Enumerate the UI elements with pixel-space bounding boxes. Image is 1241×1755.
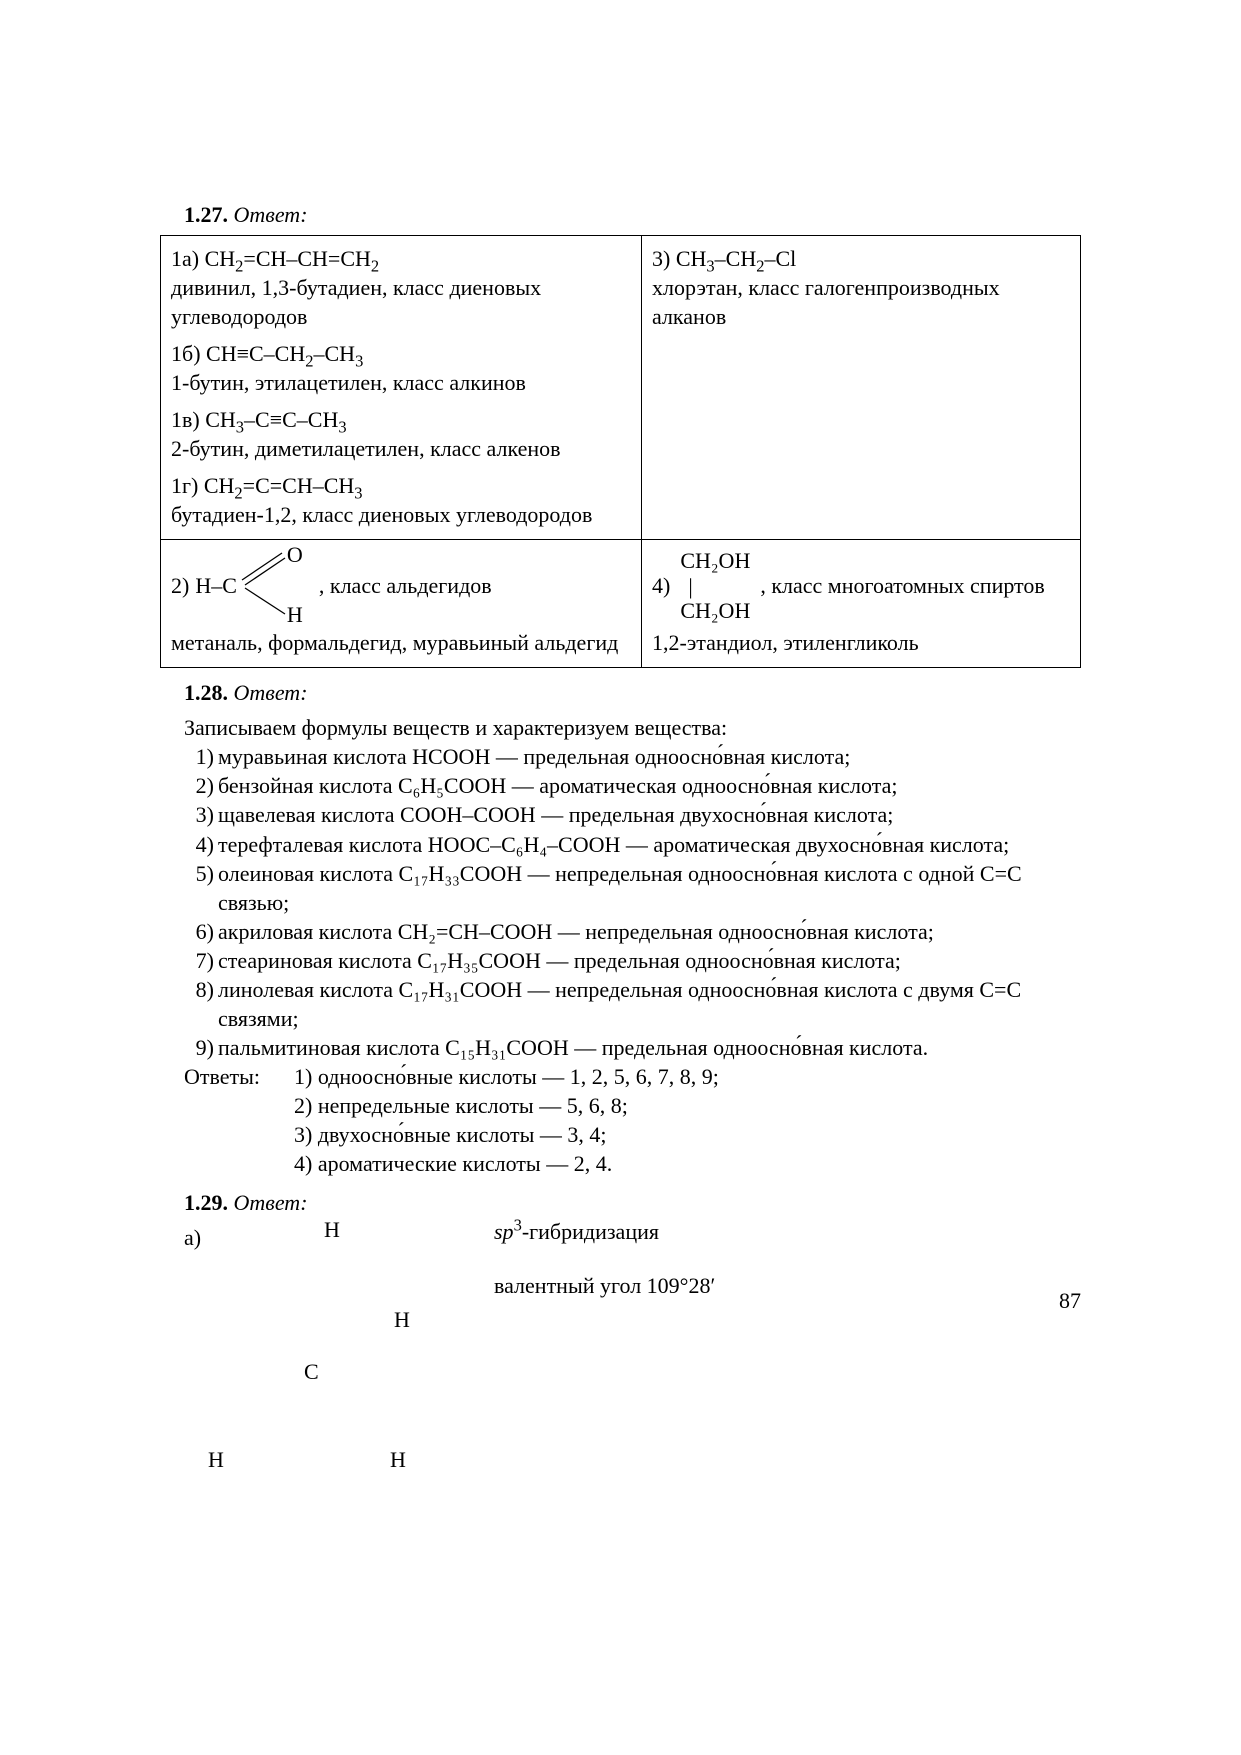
list-item: 2)бензойная кислота C₆H₅COOH — ароматиче… — [184, 771, 1081, 800]
note-sp3: sp3-гибридизация — [494, 1217, 659, 1246]
entry-1c: 1в) CH3–C≡C–CH3 2-бутин, диметилацетилен… — [171, 405, 631, 463]
diol-top: CH₂OH — [680, 546, 750, 575]
aldehyde-icon: O H — [239, 548, 319, 622]
list-item: 4)терефталевая кислота HOOC–C₆H₄–COOH — … — [184, 830, 1081, 859]
desc-1b: 1-бутин, этилацетилен, класс алкинов — [171, 368, 631, 397]
heading-answer-word: Ответ: — [234, 680, 308, 705]
label-1b: 1б) — [171, 341, 201, 366]
list-item: 3)щавелевая кислота COOH–COOH — предельн… — [184, 800, 1081, 829]
list-item: 7)стеариновая кислота C₁₇H₃₅COOH — преде… — [184, 946, 1081, 975]
list-item: 1)муравьиная кислота HCOOH — предельная … — [184, 742, 1081, 771]
desc-1c: 2-бутин, диметилацетилен, класс алкенов — [171, 434, 631, 463]
diagram-129: а) H H C H H sp3-гибридизация валентный … — [184, 1223, 944, 1473]
answers-row: 4) ароматические кислоты — 2, 4. — [184, 1149, 1081, 1178]
list-128: 1)муравьиная кислота HCOOH — предельная … — [184, 742, 1081, 1061]
heading-num: 1.29. — [184, 1190, 228, 1215]
table-127: 1а) CH2=CH–CH=CH2 дивинил, 1,3-бутадиен,… — [160, 235, 1081, 668]
entry-2: 2) H–C O H , класс альдегидов — [171, 548, 631, 657]
diol-bot: CH₂OH — [680, 596, 750, 625]
intro-128: Записываем формулы веществ и характеризу… — [184, 713, 1081, 742]
label-4: 4) — [652, 571, 670, 600]
answers-row: 3) двухосно́вные кислоты — 3, 4; — [184, 1120, 1081, 1149]
answers-128: Ответы: 1) одноосно́вные кислоты — 1, 2,… — [184, 1062, 1081, 1178]
answers-row: 2) непредельные кислоты — 5, 6, 8; — [184, 1091, 1081, 1120]
heading-127: 1.27. Ответ: — [184, 200, 1081, 229]
formula-1d: CH2=C=CH–CH3 — [204, 473, 363, 498]
desc-2: метаналь, формальдегид, муравьиный альде… — [171, 628, 631, 657]
label-1d: 1г) — [171, 473, 198, 498]
note-angle: валентный угол 109°28′ — [494, 1271, 715, 1300]
H-left: H — [208, 1445, 224, 1474]
H-top: H — [324, 1215, 340, 1244]
heading-answer-word: Ответ: — [234, 1190, 308, 1215]
aldehyde-O: O — [287, 540, 303, 569]
cell-3: 3) CH3–CH2–Cl хлорэтан, класс галогенпро… — [642, 236, 1081, 540]
desc-1a: дивинил, 1,3-бутадиен, класс диеновых уг… — [171, 273, 631, 331]
label-1a: 1а) — [171, 246, 199, 271]
heading-num: 1.27. — [184, 202, 228, 227]
answers-lead: Ответы: — [184, 1062, 294, 1091]
heading-128: 1.28. Ответ: — [184, 678, 1081, 707]
heading-129: 1.29. Ответ: — [184, 1188, 1081, 1217]
answers-row: Ответы: 1) одноосно́вные кислоты — 1, 2,… — [184, 1062, 1081, 1091]
diol-icon: CH₂OH | CH₂OH — [670, 548, 760, 622]
entry-3: 3) CH3–CH2–Cl хлорэтан, класс галогенпро… — [652, 244, 1070, 331]
class-4: , класс многоатомных спиртов — [760, 571, 1044, 600]
formula-1a: CH2=CH–CH=CH2 — [205, 246, 380, 271]
desc-3: хлорэтан, класс галогенпроизводных алкан… — [652, 273, 1070, 331]
formula-1b: CH≡C–CH2–CH3 — [206, 341, 363, 366]
list-item: 9)пальмитиновая кислота C₁₅H₃₁COOH — пре… — [184, 1033, 1081, 1062]
label-2: 2) — [171, 571, 189, 600]
desc-1d: бутадиен-1,2, класс диеновых углеводород… — [171, 500, 631, 529]
list-item: 8)линолевая кислота C₁₇H₃₁COOH — непреде… — [184, 975, 1081, 1033]
prefix-2: H–C — [195, 571, 237, 600]
cell-2: 2) H–C O H , класс альдегидов — [161, 540, 642, 668]
H-mid: H — [394, 1305, 410, 1334]
desc-4: 1,2-этандиол, этиленгликоль — [652, 628, 1070, 657]
heading-num: 1.28. — [184, 680, 228, 705]
entry-1a: 1а) CH2=CH–CH=CH2 дивинил, 1,3-бутадиен,… — [171, 244, 631, 331]
label-1c: 1в) — [171, 407, 200, 432]
list-item: 5)олеиновая кислота C₁₇H₃₃COOH — непреде… — [184, 859, 1081, 917]
cell-1: 1а) CH2=CH–CH=CH2 дивинил, 1,3-бутадиен,… — [161, 236, 642, 540]
formula-1c: CH3–C≡C–CH3 — [205, 407, 346, 432]
entry-4: 4) CH₂OH | CH₂OH , класс многоатомных сп… — [652, 548, 1070, 657]
heading-answer-word: Ответ: — [234, 202, 308, 227]
page-number: 87 — [1059, 1286, 1081, 1315]
H-right: H — [390, 1445, 406, 1474]
class-2: , класс альдегидов — [319, 571, 492, 600]
aldehyde-H: H — [287, 600, 303, 629]
label-3: 3) — [652, 246, 670, 271]
C-center: C — [304, 1357, 319, 1386]
page: 1.27. Ответ: 1а) CH2=CH–CH=CH2 дивинил, … — [0, 0, 1241, 1755]
cell-4: 4) CH₂OH | CH₂OH , класс многоатомных сп… — [642, 540, 1081, 668]
list-item: 6)акриловая кислота CH₂=CH–COOH — непред… — [184, 917, 1081, 946]
formula-3: CH3–CH2–Cl — [676, 246, 796, 271]
entry-1d: 1г) CH2=C=CH–CH3 бутадиен-1,2, класс дие… — [171, 471, 631, 529]
a-label: а) — [184, 1223, 201, 1252]
entry-1b: 1б) CH≡C–CH2–CH3 1-бутин, этилацетилен, … — [171, 339, 631, 397]
